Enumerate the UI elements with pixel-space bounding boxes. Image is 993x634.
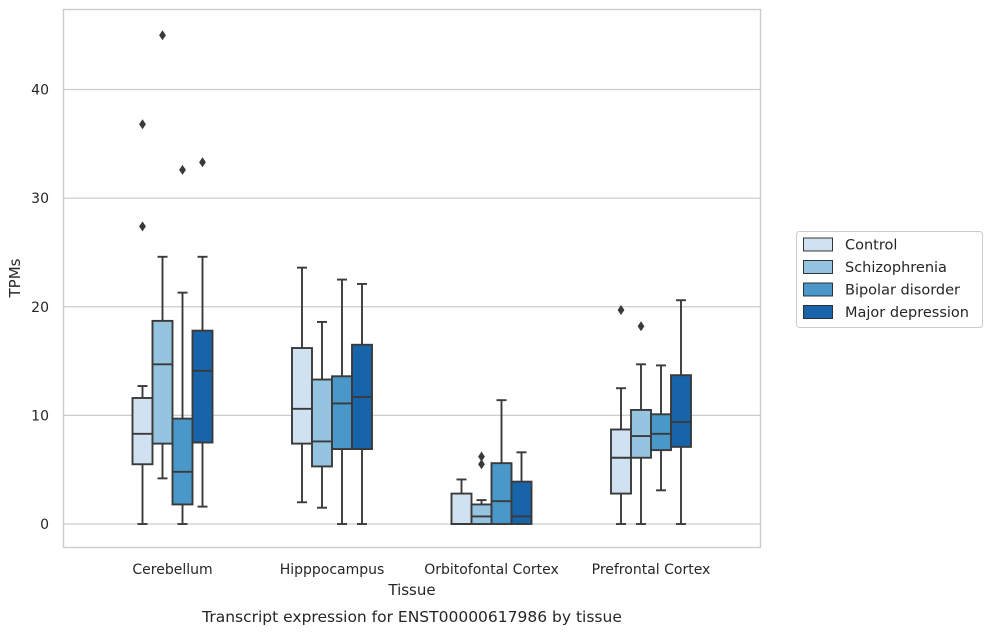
box-body [191,329,214,444]
box-body [610,428,632,495]
outlier-marker [199,157,206,168]
y-tick-label: 20 [31,300,49,316]
box-body [331,375,353,450]
chart-caption: Transcript expression for ENST0000061798… [201,608,622,626]
legend-label: Schizophrenia [845,260,947,276]
box-body [670,374,692,448]
legend: Control Schizophrenia Bipolar disorder Majo… [796,231,983,328]
y-tick-label: 40 [31,83,49,99]
box-0-1 [291,266,313,504]
box-body [510,480,533,525]
outlier-marker [637,321,645,332]
box-0-2 [450,478,473,525]
legend-swatch [803,260,833,274]
x-axis-ticks: Cerebellum Hipppocampus Orbitofontal Corte… [132,562,710,578]
outlier-marker [478,451,485,462]
box-0-0 [131,119,154,525]
x-tick-label: Cerebellum [132,562,212,578]
x-tick-label: Prefrontal Cortex [592,562,711,578]
box-1-1 [311,321,333,509]
legend-swatch [803,282,833,297]
box-body [131,397,154,466]
box-2-0 [171,164,194,525]
box-body [171,417,194,506]
x-axis-label: Tissue [387,581,435,599]
y-axis-ticks: 0 10 20 30 40 [31,83,49,534]
box-body [630,408,652,459]
box-3-1 [351,282,373,525]
y-tick-label: 0 [40,517,49,533]
box-body [151,319,174,445]
box-2-2 [490,399,513,525]
box-body [291,347,313,445]
box-1-2 [470,451,493,525]
outlier-marker [139,221,146,232]
y-axis-label: TPMs [6,258,24,298]
legend-label: Bipolar disorder [845,283,960,299]
box-3-2 [510,451,533,525]
outlier-marker [159,30,166,41]
outlier-marker [617,305,625,316]
x-tick-label: Hipppocampus [280,562,385,578]
box-2-1 [331,278,353,525]
legend-swatch [803,237,833,252]
legend-frame [796,231,983,328]
legend-label: Control [845,238,897,254]
legend-label: Major depression [845,305,969,321]
box-1-3 [630,321,652,525]
box-body [650,413,672,452]
boxes [131,30,692,525]
outlier-marker [179,164,186,175]
box-3-3 [670,299,692,525]
y-tick-label: 10 [31,408,49,424]
box-1-0 [151,30,174,480]
box-0-3 [610,305,632,525]
box-3-0 [191,157,214,508]
box-body [311,378,333,468]
x-tick-label: Orbitofontal Cortex [424,562,559,578]
plot-frame [62,8,762,549]
gridlines [63,88,761,525]
box-body [450,492,473,525]
box-body [490,462,513,525]
outlier-marker [139,119,146,130]
legend-swatch [803,305,833,319]
box-body [470,503,493,525]
box-2-3 [650,364,672,492]
y-tick-label: 30 [31,191,49,207]
outlier-marker [478,459,485,470]
